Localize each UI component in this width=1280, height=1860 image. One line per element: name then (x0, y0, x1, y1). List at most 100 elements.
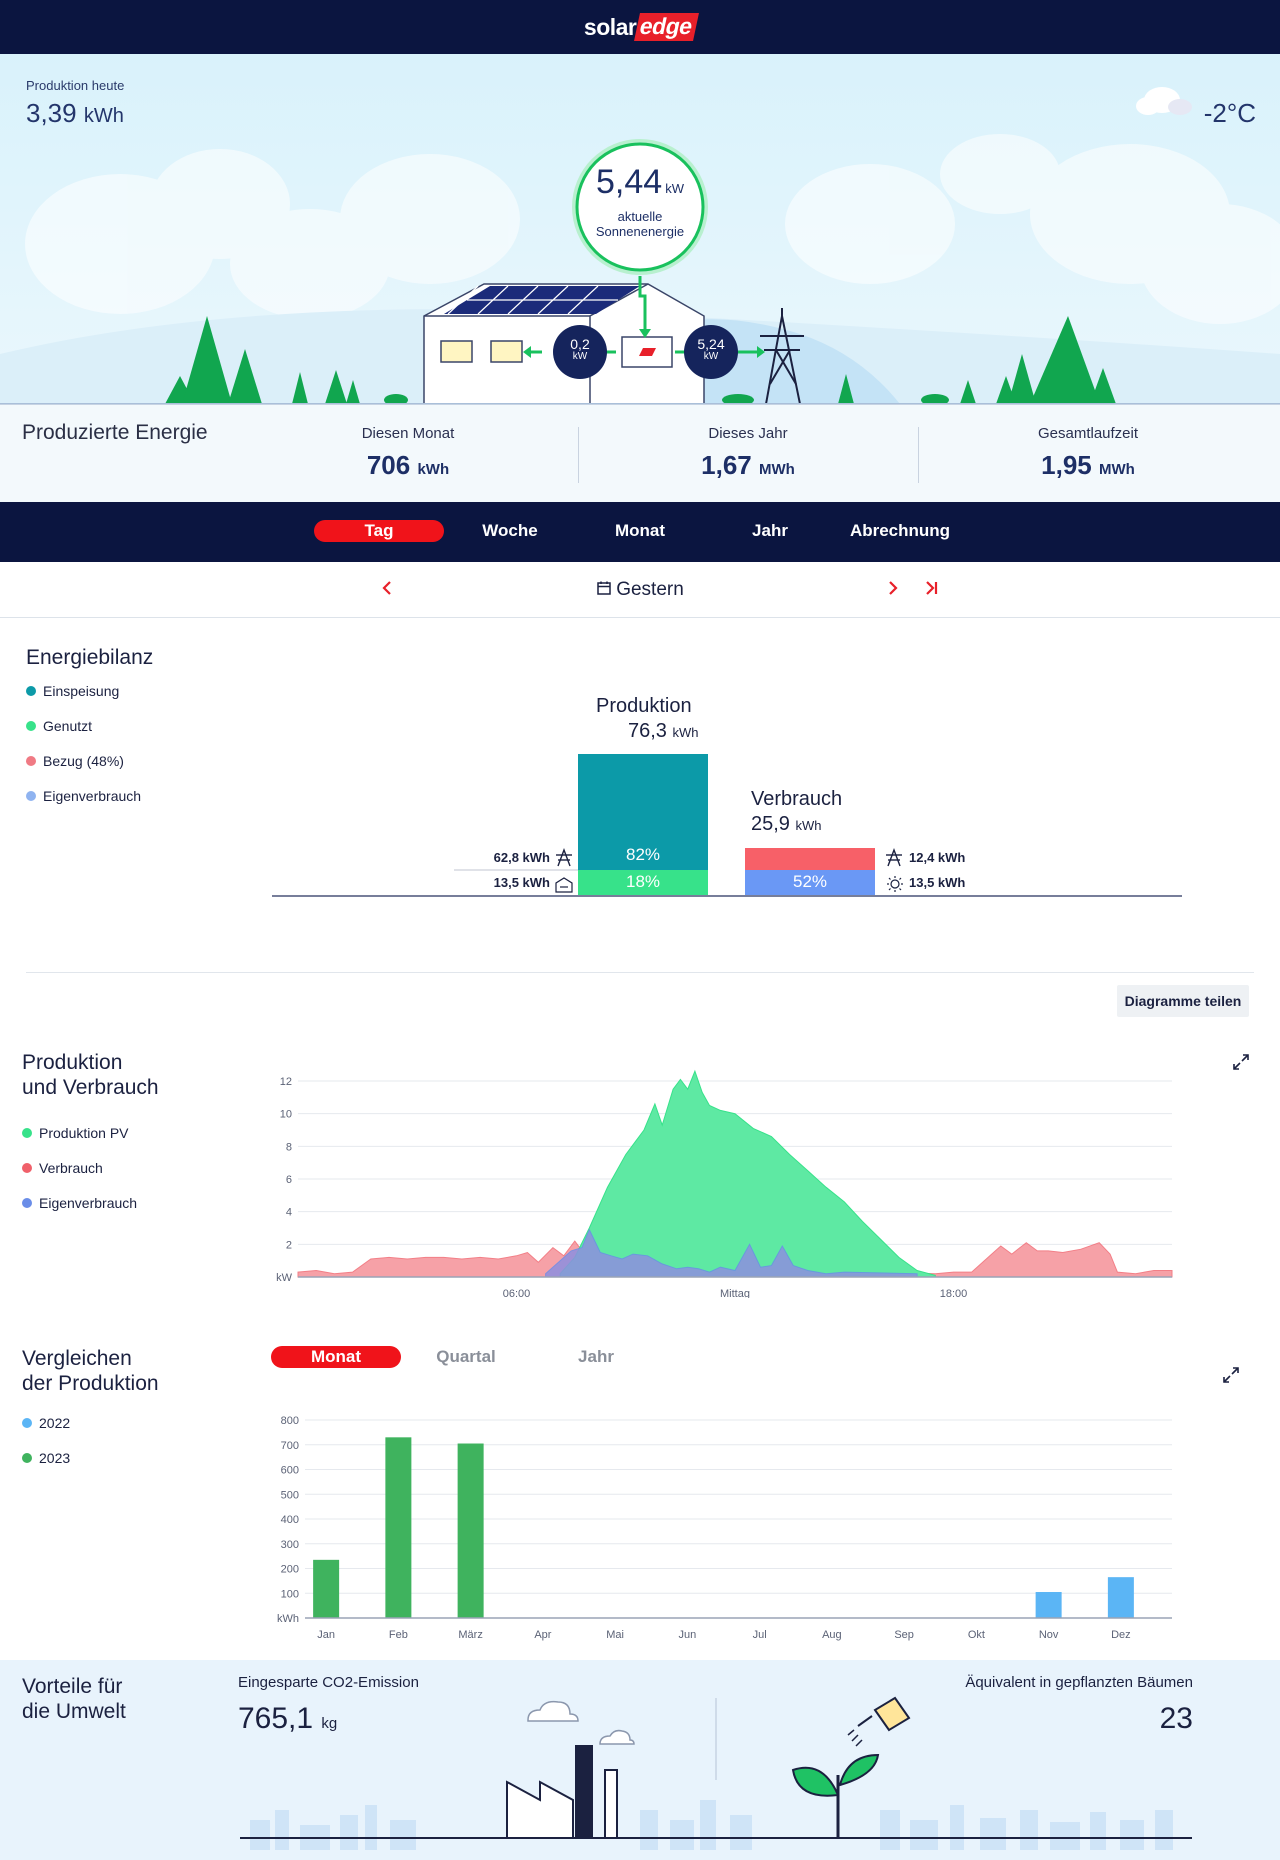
expand-chart-button[interactable] (1231, 1052, 1251, 1072)
tab-compare-monat[interactable]: Monat (271, 1346, 401, 1368)
expand-icon (1233, 1054, 1249, 1070)
production-used-kwh: 13,5 kWh (493, 875, 550, 890)
consumption-grid-kwh: 12,4 kWh (909, 850, 966, 865)
tab-compare-quartal[interactable]: Quartal (436, 1347, 496, 1366)
stat-lifetime: Gesamtlaufzeit 1,95 MWh (938, 425, 1238, 481)
tab-jahr[interactable]: Jahr (752, 521, 788, 540)
bar-production-used[interactable] (578, 870, 708, 895)
environment-benefits: Vorteile für die Umwelt Eingesparte CO2-E… (0, 1660, 1280, 1860)
expand-compare-button[interactable] (1221, 1365, 1241, 1385)
stat-value: 1,95 (1041, 450, 1092, 480)
tab-tag[interactable]: Tag (314, 520, 444, 542)
legend-2023[interactable]: 2023 (22, 1450, 70, 1466)
current-power-circle[interactable]: 5,44 kW aktuelle Sonnenenergie (575, 164, 705, 239)
x-tick-label: März (458, 1629, 482, 1641)
area-eigenverbrauch (545, 1228, 918, 1278)
legend-eigenverbrauch-2[interactable]: Eigenverbrauch (22, 1195, 137, 1211)
x-tick-label: Jan (317, 1629, 335, 1641)
legend-dot (22, 1418, 32, 1428)
calendar-icon (597, 581, 611, 595)
chevron-right-icon (889, 581, 898, 595)
bar-consumption-self[interactable] (745, 870, 875, 895)
y-tick-label: 800 (281, 1415, 299, 1427)
grid-flow-badge[interactable]: 5,24 kW (684, 336, 738, 362)
next-day-button[interactable] (886, 576, 900, 606)
y-tick-label: 200 (281, 1564, 299, 1576)
legend-produktion-pv[interactable]: Produktion PV (22, 1125, 129, 1141)
y-tick-label: 8 (286, 1141, 292, 1153)
share-charts-button[interactable]: Diagramme teilen (1117, 985, 1249, 1017)
skip-forward-icon (926, 581, 938, 595)
consumption-self-pct: 52% (792, 872, 828, 891)
energy-balance-chart (272, 754, 1182, 897)
summary-title: Produzierte Energie (22, 421, 208, 444)
home-battery-icon (555, 877, 573, 893)
legend-einspeisung[interactable]: Einspeisung (26, 683, 119, 699)
home-flow-unit: kW (572, 351, 588, 362)
solaredge-logo[interactable]: solar edge (584, 13, 700, 41)
legend-2022[interactable]: 2022 (22, 1415, 70, 1431)
y-tick-label: 100 (281, 1588, 299, 1600)
grid-flow-value: 5,24 (697, 336, 725, 352)
stat-label: Diesen Monat (361, 425, 455, 442)
legend-genutzt[interactable]: Genutzt (26, 718, 92, 734)
production-today-value: 3,39 kWh (26, 98, 124, 128)
x-tick-label: Feb (389, 1629, 408, 1641)
current-power-value: 5,44 (596, 163, 663, 201)
x-tick-label: Jul (753, 1629, 767, 1641)
x-tick-label: Mittag (720, 1288, 750, 1298)
co2-value: 765,1 kg (238, 1702, 338, 1735)
prod-cons-title: Produktion und Verbrauch (22, 1051, 159, 1099)
y-tick-label: 10 (280, 1109, 292, 1121)
tab-monat[interactable]: Monat (614, 521, 666, 540)
production-feed-pct: 82% (625, 845, 661, 864)
bar-2022-dez (1107, 1577, 1134, 1618)
x-tick-label: Mai (606, 1629, 624, 1641)
bar-consumption-grid[interactable] (745, 848, 875, 870)
legend-dot (22, 1453, 32, 1463)
stat-label: Gesamtlaufzeit (1037, 425, 1139, 442)
co2-label: Eingesparte CO2-Emission (238, 1674, 419, 1691)
top-bar: solar edge (0, 0, 1280, 54)
y-tick-label: 300 (281, 1539, 299, 1551)
legend-dot (26, 791, 36, 801)
legend-bezug[interactable]: Bezug (48%) (26, 753, 124, 769)
area-produktion-pv (559, 1069, 936, 1278)
x-tick-label: Aug (822, 1629, 842, 1641)
legend-verbrauch[interactable]: Verbrauch (22, 1160, 103, 1176)
stat-this-month: Diesen Monat 706 kWh (258, 425, 558, 481)
date-navigation: Gestern (0, 562, 1280, 618)
grid-flow-unit: kW (703, 351, 719, 362)
divider (578, 427, 579, 483)
tab-woche[interactable]: Woche (482, 521, 538, 540)
previous-day-button[interactable] (380, 576, 394, 606)
tab-abrechnung[interactable]: Abrechnung (849, 521, 951, 540)
x-tick-label: Nov (1039, 1629, 1059, 1641)
legend-dot (22, 1198, 32, 1208)
environment-illustration (240, 1696, 1192, 1850)
production-used-pct: 18% (625, 872, 661, 891)
home-flow-value: 0,2 (570, 336, 590, 352)
jump-to-latest-button[interactable] (924, 576, 940, 606)
tab-compare-jahr[interactable]: Jahr (578, 1347, 614, 1366)
legend-eigenverbrauch[interactable]: Eigenverbrauch (26, 788, 141, 804)
house-illustration (0, 87, 1280, 404)
y-tick-label: 700 (281, 1440, 299, 1452)
current-power-label-1: aktuelle (617, 209, 663, 224)
bar-2023-jan (313, 1559, 340, 1618)
production-consumption-chart: 2 4 6 8 10 12 kW 06:00 Mittag 18:00 (276, 1069, 1173, 1298)
cloud-icon (1136, 87, 1192, 115)
consumption-total: 25,9 kWh (751, 813, 822, 835)
x-tick-label: Sep (894, 1629, 914, 1641)
stat-unit: MWh (1099, 461, 1135, 478)
x-tick-label: Okt (968, 1629, 985, 1641)
bar-production-feed-in[interactable] (578, 754, 708, 870)
plant-icon (791, 1696, 911, 1838)
trees-value: 23 (1159, 1702, 1193, 1735)
bar-2023-märz (457, 1443, 484, 1618)
site-overview-hero: Produktion heute 3,39 kWh -2°C 5,44 kW ak… (0, 54, 1280, 404)
x-tick-label: 18:00 (940, 1288, 968, 1298)
home-flow-badge[interactable]: 0,2 kW (553, 336, 607, 362)
y-tick-label: 400 (281, 1514, 299, 1526)
date-picker[interactable]: Gestern (0, 579, 1280, 601)
